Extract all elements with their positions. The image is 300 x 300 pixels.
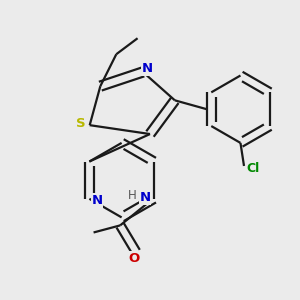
Text: N: N xyxy=(140,191,151,204)
Text: N: N xyxy=(142,62,153,75)
Text: O: O xyxy=(129,252,140,265)
Text: H: H xyxy=(128,189,137,202)
Text: Cl: Cl xyxy=(246,162,260,175)
Text: S: S xyxy=(76,117,86,130)
Text: N: N xyxy=(92,194,103,207)
